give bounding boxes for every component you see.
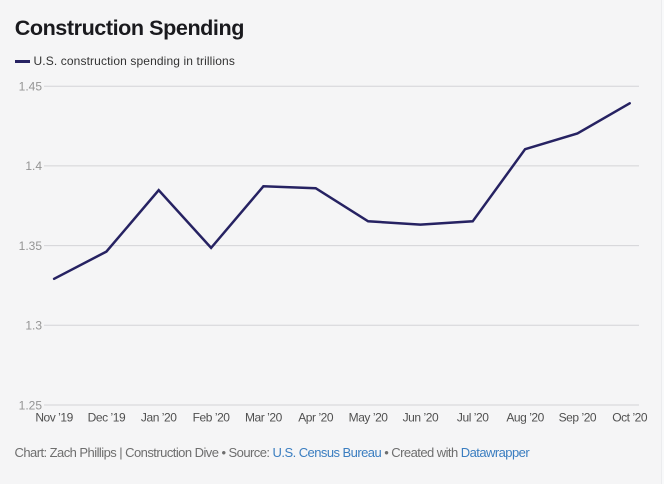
svg-text:Sep ’20: Sep ’20 [559,411,597,425]
svg-text:Mar ’20: Mar ’20 [245,411,283,425]
svg-text:Jun ’20: Jun ’20 [403,411,439,425]
svg-text:Jul ’20: Jul ’20 [457,411,489,425]
svg-text:1.4: 1.4 [25,159,42,173]
svg-text:Apr ’20: Apr ’20 [298,411,334,425]
svg-text:Aug ’20: Aug ’20 [506,411,544,425]
svg-text:1.3: 1.3 [25,319,42,333]
svg-text:1.35: 1.35 [19,239,43,253]
svg-text:Nov ’19: Nov ’19 [35,411,73,425]
svg-text:May ’20: May ’20 [349,411,389,425]
svg-text:1.45: 1.45 [19,80,43,94]
svg-text:Jan ’20: Jan ’20 [141,411,177,425]
svg-text:Dec ’19: Dec ’19 [88,411,126,425]
svg-text:1.25: 1.25 [19,398,43,412]
svg-text:Feb ’20: Feb ’20 [193,411,231,425]
svg-text:Oct ’20: Oct ’20 [612,411,648,425]
